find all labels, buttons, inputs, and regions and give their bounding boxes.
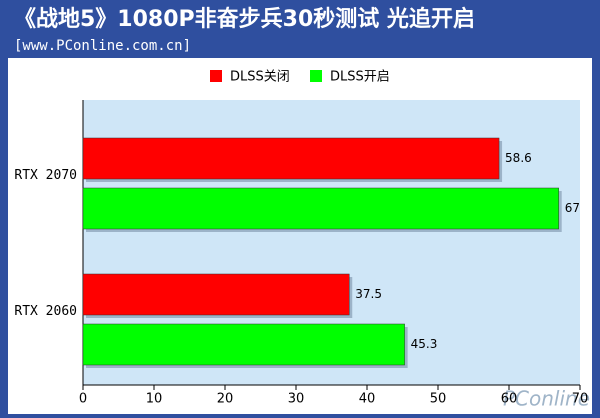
legend-swatch [310, 70, 322, 82]
x-tick-label: 10 [146, 392, 163, 407]
x-tick-label: 70 [572, 392, 589, 407]
legend-swatch [210, 70, 222, 82]
y-tick-label: RTX 2060 [14, 304, 77, 319]
data-label: 67 [565, 201, 580, 215]
data-label: 37.5 [355, 287, 382, 301]
bar [82, 323, 405, 366]
data-label: 58.6 [505, 151, 532, 165]
bar [82, 273, 350, 316]
data-label: 45.3 [411, 337, 438, 351]
y-tick-label: RTX 2070 [14, 168, 77, 183]
x-tick-label: 20 [217, 392, 234, 407]
legend-label: DLSS关闭 [230, 70, 290, 85]
x-tick-label: 50 [430, 392, 447, 407]
chart-title: 《战地5》1080P非奋步兵30秒测试 光追开启 [14, 6, 475, 32]
bar [82, 137, 500, 180]
bar [82, 187, 559, 230]
watermark: PConline [503, 387, 590, 411]
x-tick-label: 30 [288, 392, 305, 407]
x-tick-label: 0 [79, 392, 87, 407]
chart-subtitle: [www.PConline.com.cn] [14, 38, 191, 54]
x-tick-label: 60 [501, 392, 518, 407]
legend-label: DLSS开启 [330, 70, 390, 85]
x-tick-label: 40 [359, 392, 376, 407]
